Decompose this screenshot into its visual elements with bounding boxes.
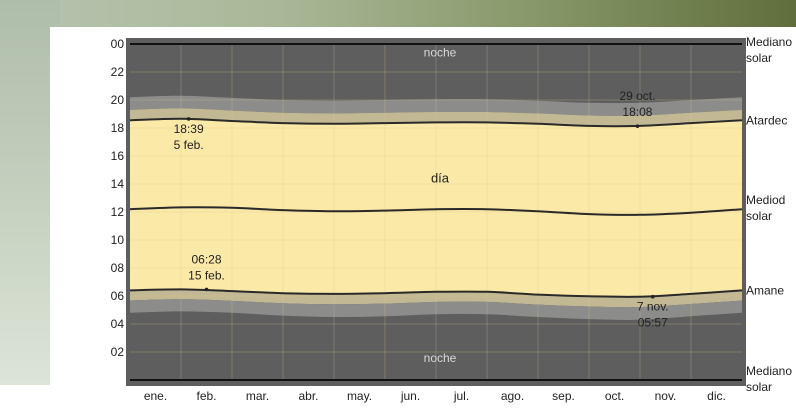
annotation-label: 29 oct.: [619, 89, 655, 103]
x-tick-label: may.: [347, 389, 372, 403]
y-tick-label: 10: [111, 233, 125, 247]
curve-mediodía-solar: [129, 206, 743, 216]
x-tick-label: oct.: [605, 389, 624, 403]
x-tick-label: ene.: [144, 389, 167, 403]
x-tick-label: abr.: [298, 389, 318, 403]
right-label-sunset: Atardec: [746, 113, 787, 127]
y-tick-label: 18: [111, 121, 125, 135]
annotation-label: 18:08: [622, 105, 652, 119]
annotation-marker: [186, 117, 191, 121]
y-tick-label: 06: [111, 289, 125, 303]
x-tick-label: feb.: [196, 389, 216, 403]
dusk-twilight-outer: [130, 95, 742, 116]
annotation-marker: [650, 294, 655, 299]
y-tick-label: 22: [111, 65, 125, 79]
x-tick-label: jun.: [400, 389, 420, 403]
x-tick-label: sep.: [552, 389, 575, 403]
band-labels: noche día noche: [424, 46, 457, 365]
annotation-marker: [635, 124, 640, 128]
x-axis-ticks: ene. feb. mar. abr. may. jun. jul. ago. sep. oct.…: [144, 389, 726, 403]
y-tick-label: 12: [111, 205, 125, 219]
annotation-marker: [204, 287, 209, 292]
day-area: [130, 118, 742, 297]
x-tick-label: jul.: [453, 389, 469, 403]
chart-curves: [129, 42, 743, 382]
dusk-twilight-inner: [130, 108, 742, 127]
right-label-sunrise: Amane: [746, 283, 784, 297]
dawn-twilight-outer: [130, 299, 742, 320]
annotation-label: 06:28: [191, 252, 221, 266]
annotation-label: 05:57: [638, 316, 668, 330]
right-label-noon: solar: [746, 209, 772, 223]
right-label-midnight-bottom: Mediano: [746, 364, 792, 378]
right-label-midnight-top: Mediano: [746, 35, 792, 49]
night-label-bottom: noche: [424, 351, 457, 365]
night-label-top: noche: [424, 46, 457, 60]
y-tick-label: 02: [111, 345, 125, 359]
day-label: día: [431, 171, 450, 186]
annotation-label: 7 nov.: [637, 300, 669, 314]
right-labels: Mediano solar Atardec Mediod solar Amane Media…: [746, 35, 792, 394]
y-tick-label: 14: [111, 177, 125, 191]
y-tick-label: 00: [111, 37, 125, 51]
x-tick-label: nov.: [655, 389, 677, 403]
chart-areas: [126, 38, 746, 386]
right-label-noon: Mediod: [746, 193, 785, 207]
curve-atardecer: [129, 117, 743, 128]
right-label-midnight-bottom: solar: [746, 380, 772, 394]
annotation-label: 5 feb.: [174, 138, 204, 152]
y-axis-ticks: 02 04 06 08 10 12 14 16 18 20 22 00: [111, 37, 125, 359]
y-tick-label: 20: [111, 93, 125, 107]
annotations: 18:39 5 feb. 29 oct. 18:08 7 nov. 05:57 06:28 1…: [174, 89, 669, 330]
x-tick-label: mar.: [246, 389, 269, 403]
y-tick-label: 16: [111, 149, 125, 163]
right-label-midnight-top: solar: [746, 51, 772, 65]
x-tick-label: dic.: [707, 389, 726, 403]
curve-amanecer: [129, 288, 743, 298]
annotation-label: 15 feb.: [188, 268, 225, 282]
y-tick-label: 08: [111, 261, 125, 275]
x-tick-label: ago.: [501, 389, 524, 403]
annotation-label: 18:39: [174, 122, 204, 136]
y-tick-label: 04: [111, 317, 125, 331]
